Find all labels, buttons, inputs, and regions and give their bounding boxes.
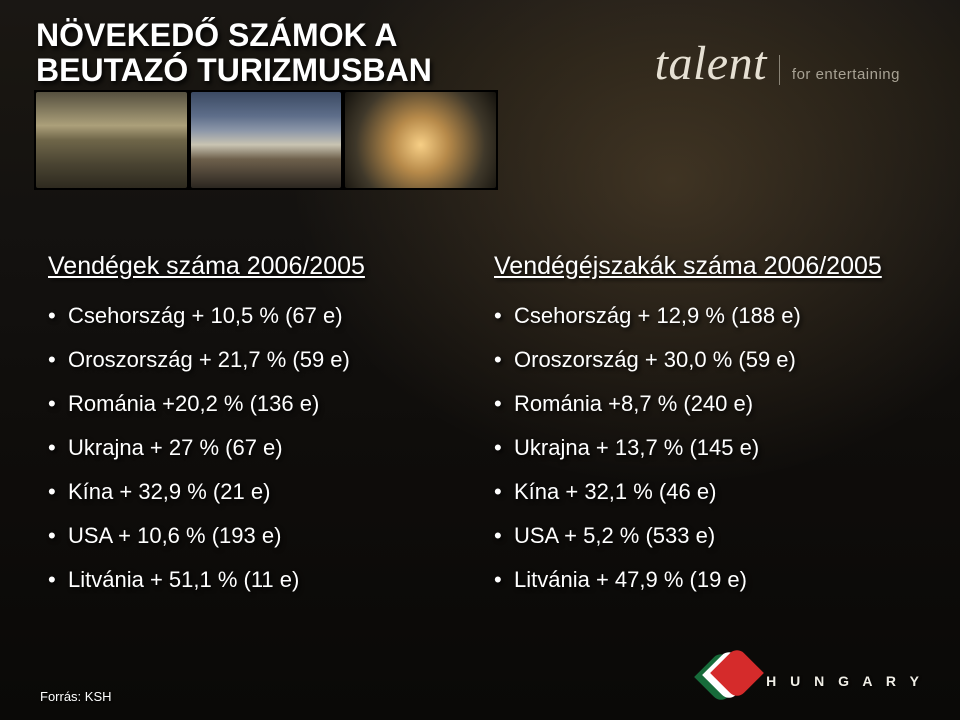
brand-tagline: for entertaining [792,66,900,83]
left-list: Csehország + 10,5 % (67 e) Oroszország +… [48,303,466,593]
list-item: Oroszország + 21,7 % (59 e) [48,347,466,373]
slide-title: NÖVEKEDŐ SZÁMOK A BEUTAZÓ TURIZMUSBAN [36,18,432,88]
left-column-heading: Vendégek száma 2006/2005 [48,252,466,281]
right-list: Csehország + 12,9 % (188 e) Oroszország … [494,303,912,593]
list-item: Csehország + 10,5 % (67 e) [48,303,466,329]
list-item: USA + 5,2 % (533 e) [494,523,912,549]
logo-text: H U N G A R Y [766,673,924,689]
heart-flag-icon [700,654,756,708]
list-item: USA + 10,6 % (193 e) [48,523,466,549]
title-line-1: NÖVEKEDŐ SZÁMOK A [36,18,432,53]
brand-lockup: talent for entertaining [655,36,900,91]
content-columns: Vendégek száma 2006/2005 Csehország + 10… [48,252,912,611]
brand-word: talent [655,36,767,91]
right-column: Vendégéjszakák száma 2006/2005 Csehorszá… [494,252,912,611]
header-image-strip [36,92,496,188]
list-item: Oroszország + 30,0 % (59 e) [494,347,912,373]
list-item: Ukrajna + 13,7 % (145 e) [494,435,912,461]
brand-separator [779,55,780,85]
right-column-heading: Vendégéjszakák száma 2006/2005 [494,252,912,281]
title-line-2: BEUTAZÓ TURIZMUSBAN [36,53,432,88]
list-item: Románia +20,2 % (136 e) [48,391,466,417]
left-column: Vendégek száma 2006/2005 Csehország + 10… [48,252,466,611]
list-item: Románia +8,7 % (240 e) [494,391,912,417]
list-item: Kína + 32,9 % (21 e) [48,479,466,505]
list-item: Litvánia + 47,9 % (19 e) [494,567,912,593]
list-item: Ukrajna + 27 % (67 e) [48,435,466,461]
list-item: Csehország + 12,9 % (188 e) [494,303,912,329]
source-note: Forrás: KSH [40,689,112,704]
list-item: Litvánia + 51,1 % (11 e) [48,567,466,593]
hungary-logo: H U N G A R Y [700,654,924,708]
header-image-3 [345,92,496,188]
header-image-1 [36,92,187,188]
header-image-2 [191,92,342,188]
list-item: Kína + 32,1 % (46 e) [494,479,912,505]
